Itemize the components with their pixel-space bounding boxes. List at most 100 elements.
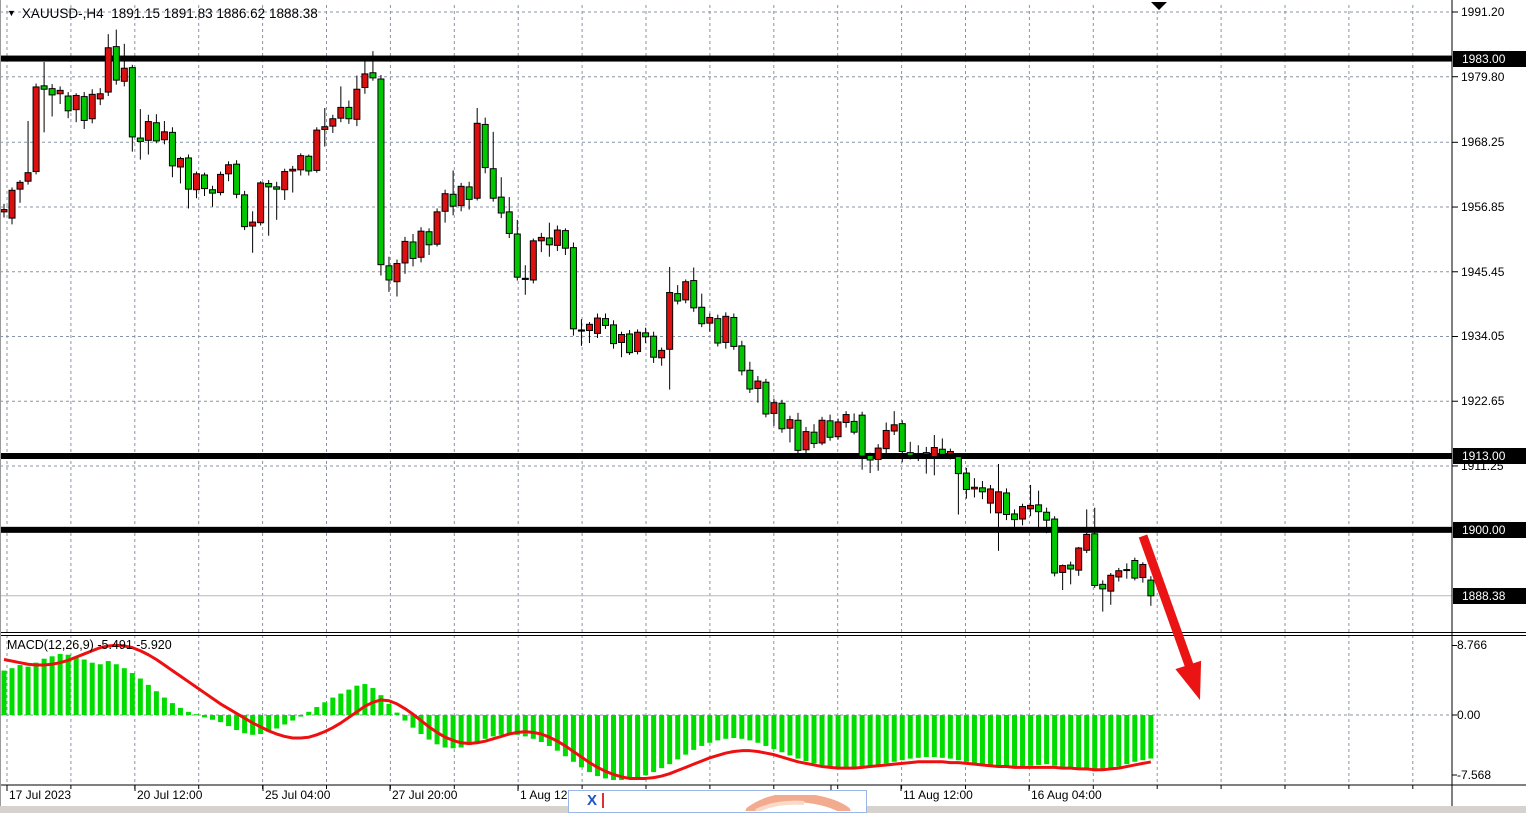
macd-histogram-bar — [1148, 715, 1154, 759]
macd-histogram-bar — [314, 707, 320, 715]
candle-body — [297, 155, 305, 171]
macd-histogram-bar — [202, 715, 207, 718]
macd-histogram-bar — [755, 715, 761, 743]
macd-histogram-bar — [282, 715, 288, 725]
chart-shift-marker-icon[interactable] — [1151, 2, 1167, 10]
macd-histogram-bar — [298, 715, 304, 717]
macd-histogram-bar — [875, 715, 881, 765]
popup-text[interactable]: X — [587, 792, 598, 809]
candle-body — [72, 94, 80, 111]
trend-arrow-shaft[interactable] — [1138, 534, 1194, 667]
macd-histogram-bar — [530, 715, 536, 739]
macd-histogram-bar — [81, 659, 87, 715]
macd-indicator-label: MACD(12,26,9) -5.491 -5.920 — [7, 638, 172, 652]
text-annotation-popup[interactable]: X — [568, 790, 867, 813]
macd-histogram-bar — [739, 715, 745, 739]
macd-histogram-bar — [338, 693, 344, 715]
macd-histogram-bar — [73, 657, 79, 715]
support-resistance-line[interactable] — [0, 526, 1452, 533]
support-resistance-line[interactable] — [0, 453, 1452, 460]
pane-separator[interactable] — [0, 635, 1526, 636]
candle-body — [602, 318, 609, 326]
candle-body — [184, 157, 192, 190]
candle-body — [577, 329, 585, 332]
candle-body — [754, 380, 762, 389]
candle-body — [898, 423, 906, 452]
candle-body — [449, 193, 457, 207]
macd-histogram-bar — [939, 715, 945, 758]
macd-histogram-bar — [659, 715, 665, 769]
candle-body — [353, 88, 361, 120]
support-resistance-line[interactable] — [0, 55, 1452, 62]
macd-histogram-bar — [145, 684, 151, 715]
candle-body — [1003, 492, 1010, 516]
logo-swirl-image — [745, 795, 851, 811]
candle-body — [465, 186, 473, 200]
macd-histogram-bar — [891, 715, 897, 762]
macd-histogram-bar — [394, 712, 400, 715]
candle-body — [561, 230, 569, 249]
macd-histogram-bar — [113, 664, 119, 715]
macd-histogram-bar — [562, 715, 568, 757]
price-level-badge: 1983.00 — [1453, 50, 1526, 67]
candle-body — [1107, 574, 1115, 592]
candle-body — [690, 280, 698, 309]
macd-histogram-bar — [971, 715, 977, 764]
macd-histogram-bar — [899, 715, 905, 761]
macd-histogram-bar — [458, 715, 464, 748]
macd-histogram-bar — [795, 715, 801, 759]
candle-body — [569, 247, 577, 330]
candle-body — [144, 121, 152, 141]
candle-body — [682, 281, 690, 301]
symbol-dropdown-icon[interactable]: ▼ — [7, 8, 16, 18]
macd-histogram-bar — [907, 715, 913, 759]
candle-body — [345, 106, 353, 120]
candle-body — [1131, 559, 1139, 579]
macd-histogram-bar — [699, 715, 705, 746]
candle-body — [1083, 533, 1091, 551]
price-level-badge: 1913.00 — [1453, 448, 1526, 465]
candle-body — [249, 221, 257, 227]
candle-body — [80, 96, 88, 121]
macd-histogram-bar — [963, 715, 969, 762]
candle-body — [634, 331, 642, 353]
macd-histogram-bar — [923, 715, 929, 758]
candle-body — [770, 402, 778, 414]
price-axis-label: 1968.25 — [1461, 135, 1505, 150]
macd-histogram-bar — [611, 715, 617, 781]
trend-arrow-head-icon[interactable] — [1175, 660, 1202, 700]
macd-histogram-bar — [474, 715, 480, 742]
time-axis-label: 16 Aug 04:00 — [1031, 788, 1102, 802]
candle-body — [529, 240, 537, 281]
macd-histogram-bar — [683, 715, 689, 755]
pane-separator[interactable] — [0, 632, 1526, 633]
macd-histogram-bar — [482, 715, 488, 739]
macd-histogram-bar — [129, 672, 135, 715]
candle-body — [954, 456, 962, 475]
macd-histogram-bar — [1084, 715, 1090, 771]
macd-histogram-bar — [330, 697, 336, 715]
time-axis-label: 17 Jul 2023 — [9, 788, 72, 802]
candle-body — [233, 163, 241, 195]
candle-body — [521, 277, 529, 280]
macd-histogram-bar — [242, 715, 248, 734]
candle-body — [1035, 504, 1043, 513]
candle-body — [818, 419, 826, 444]
macd-histogram-bar — [827, 715, 833, 767]
candle-body — [417, 230, 425, 258]
candle-body — [0, 209, 8, 213]
candle-body — [858, 414, 866, 457]
candle-body — [626, 333, 634, 354]
candle-body — [385, 265, 393, 281]
candle-body — [850, 420, 858, 433]
candle-body — [834, 421, 842, 438]
macd-histogram-bar — [121, 668, 127, 715]
macd-histogram-bar — [57, 653, 63, 715]
macd-histogram-bar — [1068, 715, 1074, 769]
macd-histogram-bar — [691, 715, 697, 750]
candle-body — [618, 334, 626, 343]
candle-body — [481, 123, 489, 169]
macd-histogram-bar — [811, 715, 817, 764]
macd-histogram-bar — [410, 715, 416, 728]
